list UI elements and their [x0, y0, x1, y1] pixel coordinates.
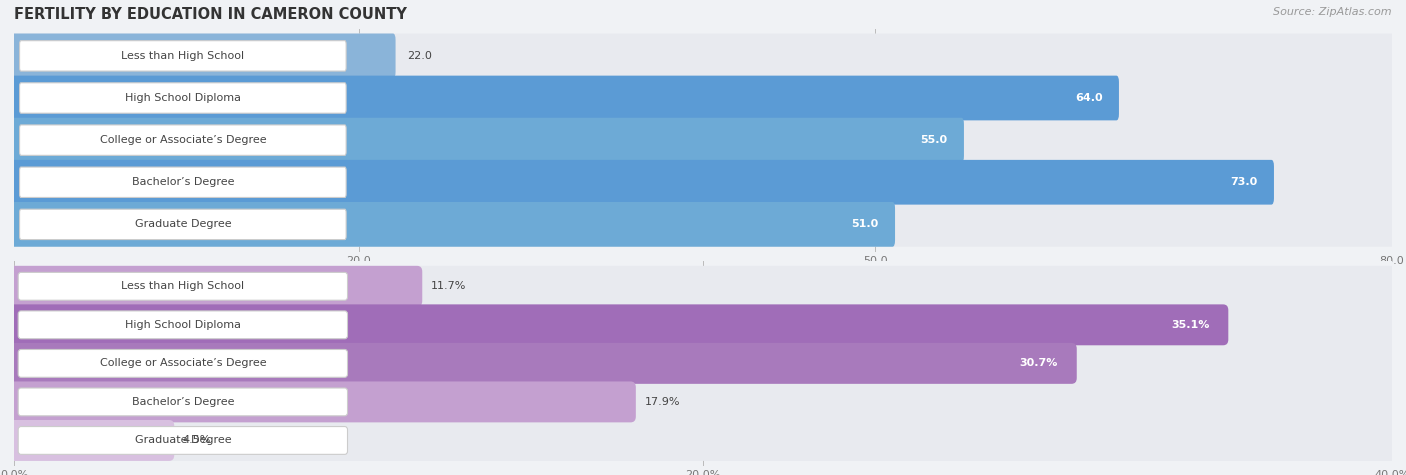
FancyBboxPatch shape — [11, 34, 395, 78]
FancyBboxPatch shape — [18, 388, 347, 416]
Text: Less than High School: Less than High School — [121, 51, 245, 61]
Text: Bachelor’s Degree: Bachelor’s Degree — [132, 177, 235, 187]
FancyBboxPatch shape — [20, 41, 346, 71]
FancyBboxPatch shape — [8, 343, 1077, 384]
Text: High School Diploma: High School Diploma — [125, 320, 240, 330]
FancyBboxPatch shape — [20, 167, 346, 198]
Text: 11.7%: 11.7% — [430, 281, 467, 291]
FancyBboxPatch shape — [20, 83, 346, 113]
Text: 17.9%: 17.9% — [644, 397, 681, 407]
Text: 64.0: 64.0 — [1076, 93, 1102, 103]
Text: Graduate Degree: Graduate Degree — [135, 436, 231, 446]
FancyBboxPatch shape — [18, 311, 347, 339]
FancyBboxPatch shape — [11, 118, 965, 162]
FancyBboxPatch shape — [18, 350, 347, 377]
FancyBboxPatch shape — [11, 34, 1395, 78]
Text: Source: ZipAtlas.com: Source: ZipAtlas.com — [1274, 7, 1392, 17]
Text: 4.5%: 4.5% — [183, 436, 211, 446]
FancyBboxPatch shape — [8, 266, 422, 307]
FancyBboxPatch shape — [8, 304, 1398, 345]
FancyBboxPatch shape — [11, 202, 896, 247]
FancyBboxPatch shape — [8, 304, 1229, 345]
FancyBboxPatch shape — [11, 202, 1395, 247]
FancyBboxPatch shape — [11, 160, 1395, 205]
FancyBboxPatch shape — [20, 125, 346, 155]
FancyBboxPatch shape — [8, 381, 636, 422]
Text: College or Associate’s Degree: College or Associate’s Degree — [100, 135, 266, 145]
Text: College or Associate’s Degree: College or Associate’s Degree — [100, 358, 266, 369]
Text: 35.1%: 35.1% — [1171, 320, 1209, 330]
FancyBboxPatch shape — [11, 76, 1395, 120]
Text: Graduate Degree: Graduate Degree — [135, 219, 231, 229]
Text: 30.7%: 30.7% — [1019, 358, 1057, 369]
Text: FERTILITY BY EDUCATION IN CAMERON COUNTY: FERTILITY BY EDUCATION IN CAMERON COUNTY — [14, 7, 406, 22]
FancyBboxPatch shape — [8, 266, 1398, 307]
FancyBboxPatch shape — [20, 209, 346, 239]
Text: Bachelor’s Degree: Bachelor’s Degree — [132, 397, 235, 407]
Text: 22.0: 22.0 — [406, 51, 432, 61]
FancyBboxPatch shape — [8, 420, 174, 461]
Text: 51.0: 51.0 — [852, 219, 879, 229]
FancyBboxPatch shape — [11, 160, 1274, 205]
Text: Less than High School: Less than High School — [121, 281, 245, 291]
Text: High School Diploma: High School Diploma — [125, 93, 240, 103]
FancyBboxPatch shape — [11, 118, 1395, 162]
FancyBboxPatch shape — [8, 381, 1398, 422]
FancyBboxPatch shape — [18, 272, 347, 300]
FancyBboxPatch shape — [8, 420, 1398, 461]
Text: 73.0: 73.0 — [1230, 177, 1257, 187]
FancyBboxPatch shape — [18, 427, 347, 455]
FancyBboxPatch shape — [8, 343, 1398, 384]
FancyBboxPatch shape — [11, 76, 1119, 120]
Text: 55.0: 55.0 — [921, 135, 948, 145]
